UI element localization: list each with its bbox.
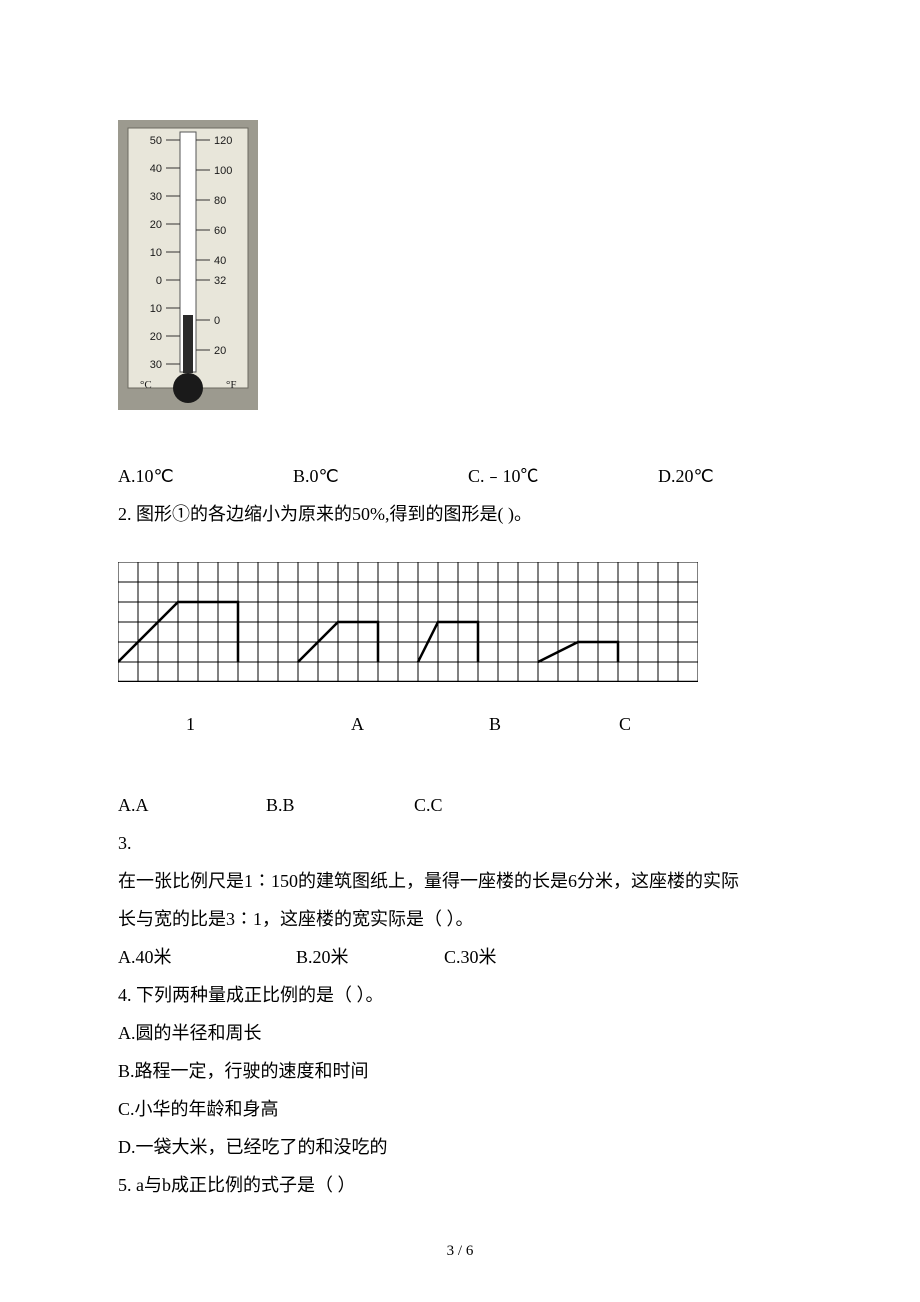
q1-option-d: D.20℃	[658, 458, 714, 494]
q2-option-b: B.B	[266, 787, 414, 823]
svg-text:120: 120	[214, 135, 232, 147]
figure-label-b: B	[489, 706, 619, 742]
q4-option-a: A.圆的半径和周长	[118, 1015, 802, 1051]
svg-text:°F: °F	[226, 379, 237, 391]
svg-text:20: 20	[150, 219, 162, 231]
q3-number: 3.	[118, 825, 802, 861]
q1-options: A.10℃ B.0℃ C.﹣10℃ D.20℃	[118, 458, 802, 494]
q4-option-b: B.路程一定，行驶的速度和时间	[118, 1053, 802, 1089]
q3-option-a: A.40米	[118, 939, 296, 975]
svg-text:40: 40	[214, 255, 226, 267]
svg-text:60: 60	[214, 225, 226, 237]
svg-text:30: 30	[150, 359, 162, 371]
q2-stem: 2. 图形①的各边缩小为原来的50%,得到的图形是( )。	[118, 496, 802, 532]
q4-stem: 4. 下列两种量成正比例的是（ ）。	[118, 977, 802, 1013]
page-footer: 3 / 6	[0, 1236, 920, 1266]
figure-label-a: A	[351, 706, 489, 742]
svg-text:20: 20	[214, 345, 226, 357]
q3-options: A.40米 B.20米 C.30米	[118, 939, 802, 975]
figure-labels: 1 A B C	[118, 706, 802, 742]
svg-text:32: 32	[214, 275, 226, 287]
q1-option-c: C.﹣10℃	[468, 458, 658, 494]
q5-stem: 5. a与b成正比例的式子是（ ）	[118, 1167, 802, 1203]
q3-line2: 长与宽的比是3∶1，这座楼的宽实际是（ ）。	[118, 901, 802, 937]
svg-text:0: 0	[214, 315, 220, 327]
q2-options: A.A B.B C.C	[118, 787, 802, 823]
q3-line1: 在一张比例尺是1∶150的建筑图纸上，量得一座楼的长是6分米，这座楼的实际	[118, 863, 802, 899]
svg-text:50: 50	[150, 135, 162, 147]
svg-text:80: 80	[214, 195, 226, 207]
q1-option-a: A.10℃	[118, 458, 293, 494]
svg-text:10: 10	[150, 303, 162, 315]
svg-text:°C: °C	[140, 379, 152, 391]
svg-text:10: 10	[150, 247, 162, 259]
svg-text:40: 40	[150, 163, 162, 175]
q2-option-a: A.A	[118, 787, 266, 823]
grid-figure	[118, 562, 802, 694]
thermometer-figure: 504030 20100 102030 12010080 604032 020 …	[118, 120, 258, 410]
svg-text:0: 0	[156, 275, 162, 287]
q4-option-d: D.一袋大米，已经吃了的和没吃的	[118, 1129, 802, 1165]
figure-label-1: 1	[186, 706, 351, 742]
q4-option-c: C.小华的年龄和身高	[118, 1091, 802, 1127]
q3-option-b: B.20米	[296, 939, 444, 975]
q1-option-b: B.0℃	[293, 458, 468, 494]
svg-text:20: 20	[150, 331, 162, 343]
q3-option-c: C.30米	[444, 939, 497, 975]
q2-option-c: C.C	[414, 787, 443, 823]
svg-text:30: 30	[150, 191, 162, 203]
svg-text:100: 100	[214, 165, 232, 177]
figure-label-c: C	[619, 706, 631, 742]
